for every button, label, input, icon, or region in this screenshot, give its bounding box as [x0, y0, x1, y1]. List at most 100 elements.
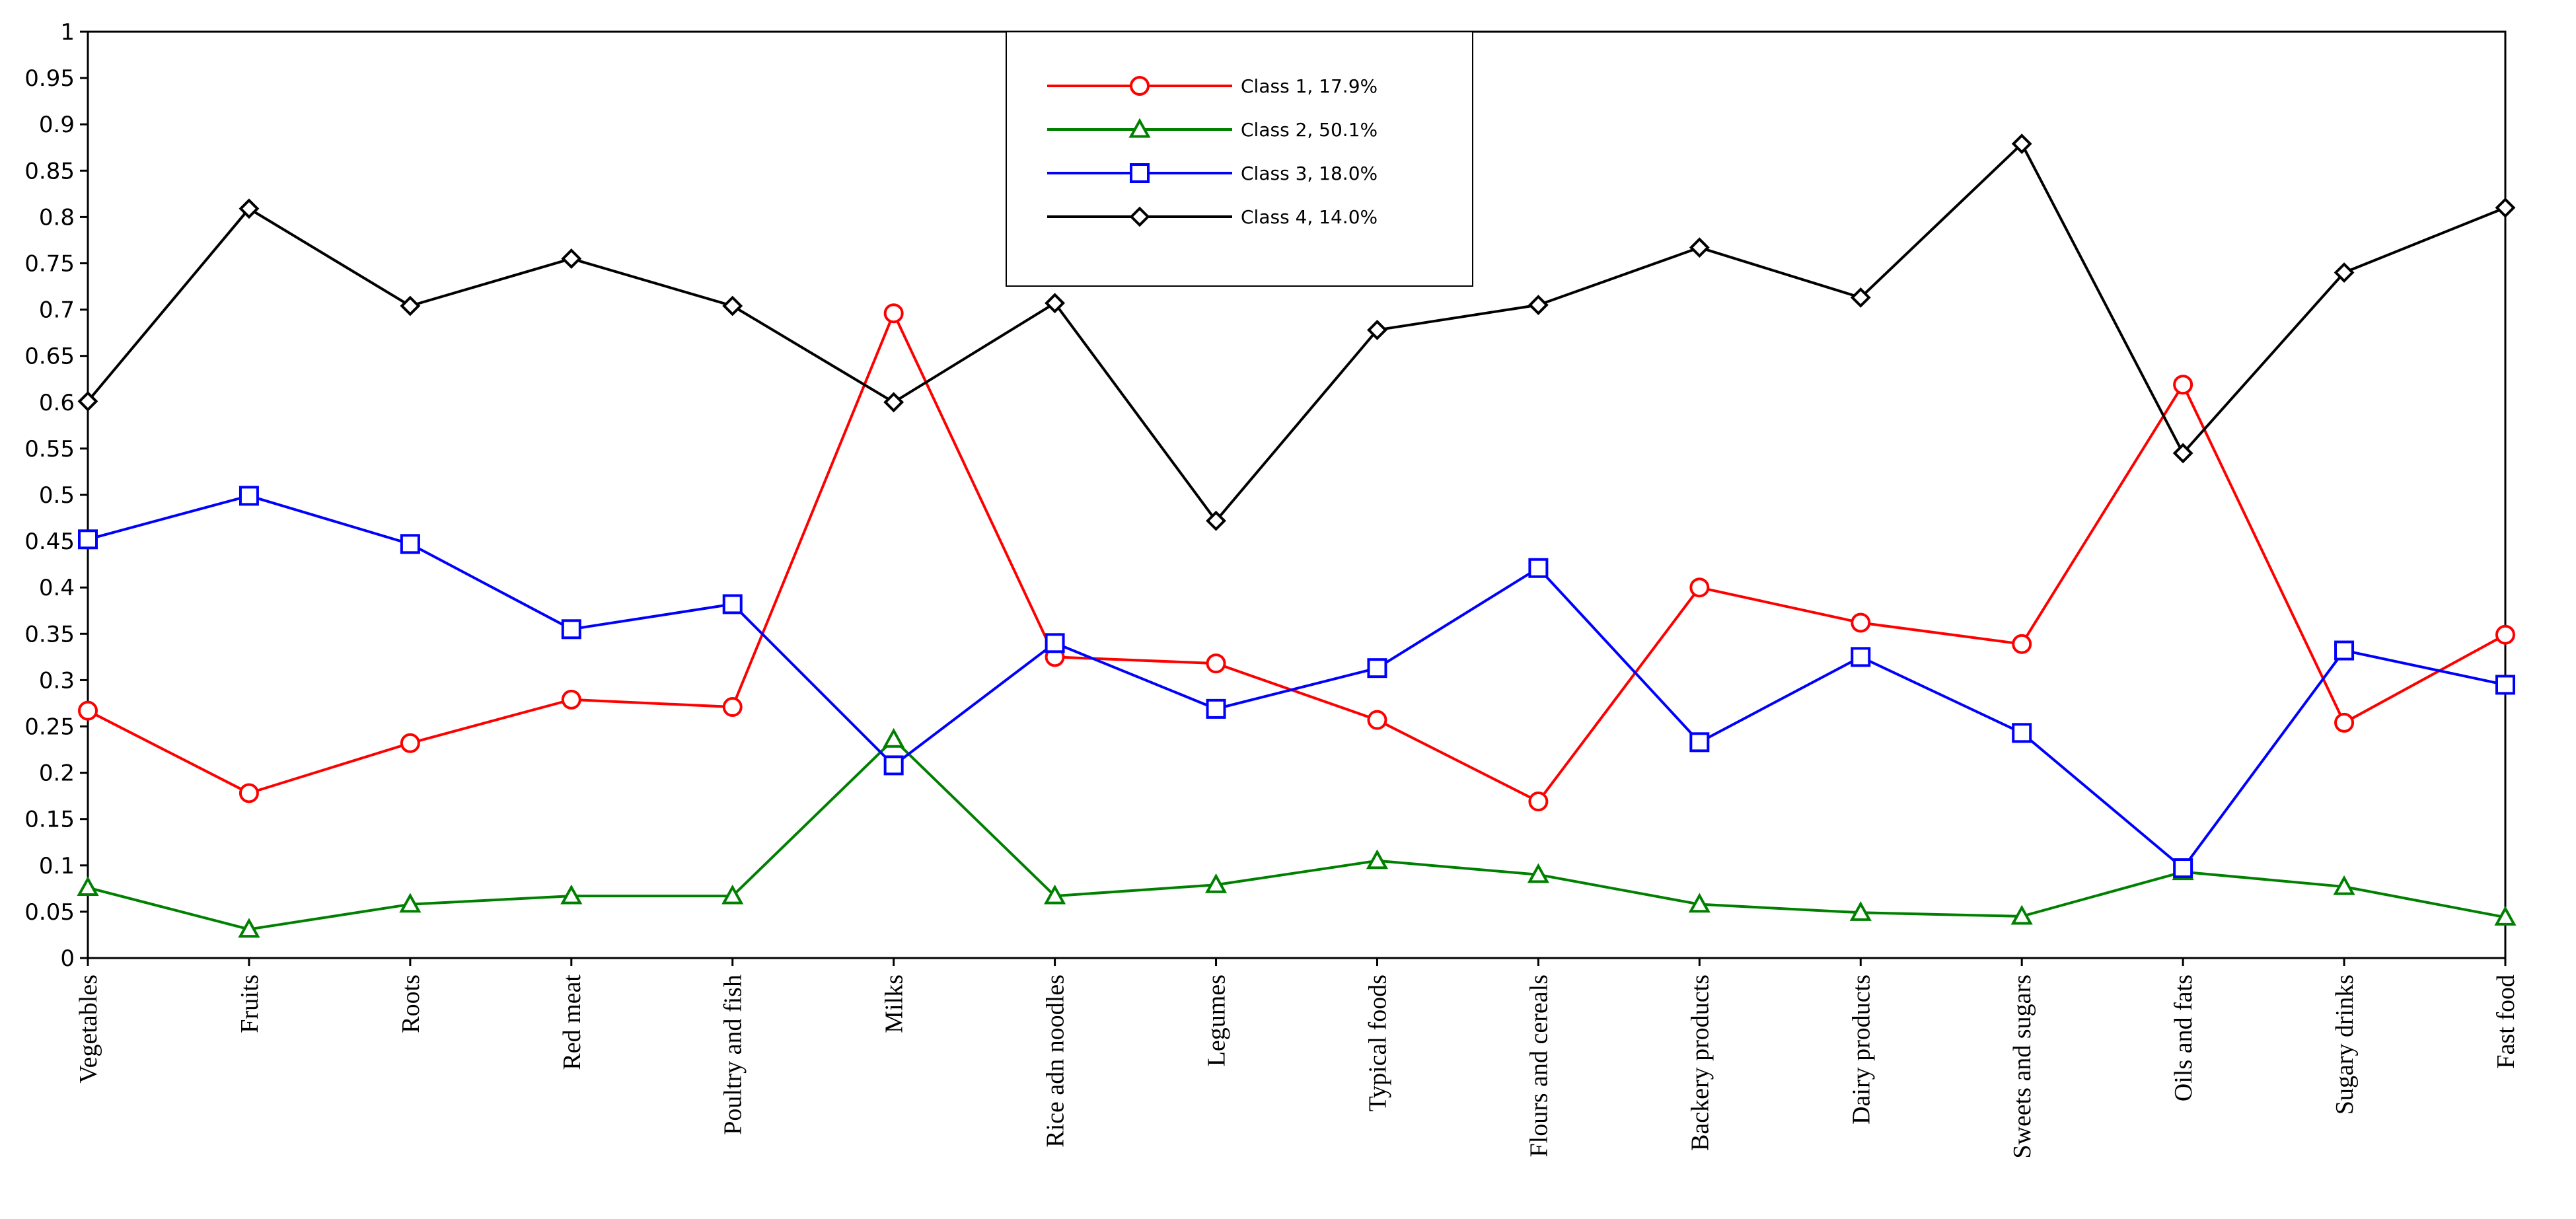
- x-tick-label: Typical foods: [1364, 975, 1391, 1111]
- y-axis: 0 0.05 0.1 0.15 0.2 0.25 0.3 0.35 0.4 0.45 0.5 0.55…: [24, 19, 88, 972]
- data-point-diamond: [2172, 443, 2193, 464]
- legend: Class 1, 17.9% Class 2, 50.1% Class 3, 18.…: [1006, 31, 1473, 287]
- data-point-square: [78, 529, 98, 550]
- data-point-square: [2012, 723, 2032, 743]
- legend-item: Class 1, 17.9%: [1047, 75, 1378, 97]
- data-point-square: [400, 534, 420, 554]
- y-tick-label: 0.8: [39, 204, 75, 231]
- y-tick-label: 0.05: [24, 899, 75, 926]
- data-point-square: [1130, 163, 1150, 183]
- data-point-diamond: [1045, 293, 1066, 314]
- data-point-square: [2495, 675, 2515, 695]
- y-tick-label: 0.9: [39, 112, 75, 138]
- data-point-diamond: [883, 392, 904, 413]
- legend-box: [1006, 31, 1473, 287]
- y-tick-label: 0.15: [24, 807, 75, 833]
- data-point-triangle: [883, 727, 905, 748]
- data-point-diamond: [561, 248, 582, 269]
- y-tick-label: 1: [60, 19, 75, 46]
- series-line: [87, 494, 2506, 870]
- data-point-diamond: [1850, 287, 1871, 308]
- series-class-3: [78, 486, 2515, 879]
- x-tick-label: Fruits: [236, 975, 264, 1033]
- series-class-1: [78, 303, 2515, 812]
- x-tick-label: Red meat: [558, 975, 586, 1070]
- data-point-triangle: [1128, 118, 1151, 138]
- legend-item: Class 2, 50.1%: [1047, 118, 1378, 141]
- x-axis: Vegetables Fruits Roots Red meat Poultry and…: [75, 958, 2520, 1159]
- x-tick-label: Rice adn noodles: [1042, 975, 1070, 1148]
- data-point-triangle: [399, 893, 422, 913]
- data-point-triangle: [2010, 905, 2033, 925]
- data-point-diamond: [1206, 510, 1226, 531]
- data-point-square: [883, 755, 904, 776]
- y-tick-label: 0.1: [39, 853, 75, 879]
- data-point-square: [239, 486, 259, 506]
- data-point-circle: [1130, 76, 1150, 96]
- data-point-circle: [78, 700, 98, 721]
- y-tick-label: 0: [60, 945, 75, 972]
- data-point-square: [2173, 858, 2193, 879]
- y-tick-label: 0.85: [24, 158, 75, 184]
- x-tick-label: Dairy products: [1847, 975, 1875, 1125]
- y-tick-label: 0.4: [39, 575, 75, 601]
- data-point-diamond: [1367, 320, 1387, 340]
- x-tick-label: Backery products: [1686, 975, 1714, 1151]
- data-point-diamond: [239, 198, 260, 219]
- x-tick-label: Fast food: [2492, 975, 2520, 1069]
- data-point-triangle: [2333, 875, 2355, 895]
- data-point-triangle: [1366, 849, 1389, 869]
- legend-label: Class 2, 50.1%: [1241, 119, 1378, 141]
- series-class-4: [77, 133, 2516, 531]
- y-tick-label: 0.55: [24, 436, 75, 462]
- data-point-triangle: [1204, 873, 1228, 893]
- x-tick-label: Legumes: [1203, 975, 1231, 1066]
- y-tick-label: 0.7: [39, 297, 75, 324]
- legend-label: Class 3, 18.0%: [1241, 163, 1378, 184]
- data-point-square: [1206, 698, 1226, 719]
- legend-label: Class 4, 14.0%: [1241, 206, 1378, 228]
- series-line: [87, 737, 2506, 931]
- x-tick-label: Poultry and fish: [719, 975, 747, 1135]
- data-point-diamond: [400, 295, 421, 316]
- data-point-diamond: [722, 295, 743, 316]
- y-tick-label: 0.95: [24, 65, 75, 92]
- y-tick-label: 0.6: [39, 390, 75, 416]
- data-point-circle: [561, 689, 581, 710]
- data-point-circle: [2173, 375, 2193, 395]
- data-point-square: [1367, 658, 1387, 679]
- data-point-circle: [1851, 612, 1871, 633]
- x-tick-label: Sweets and sugars: [2008, 975, 2036, 1159]
- x-tick-label: Sugary drinks: [2331, 975, 2359, 1115]
- series-class-2: [77, 727, 2517, 938]
- data-point-circle: [722, 697, 743, 718]
- data-point-diamond: [2495, 197, 2516, 218]
- data-point-circle: [2495, 624, 2515, 645]
- x-tick-label: Milks: [881, 975, 908, 1033]
- data-point-diamond: [1129, 206, 1150, 227]
- y-tick-label: 0.65: [24, 344, 75, 370]
- data-point-square: [722, 594, 743, 614]
- data-point-circle: [1689, 577, 1710, 598]
- series-layer: [77, 133, 2517, 938]
- series-line: [87, 141, 2506, 523]
- data-point-circle: [2334, 712, 2355, 733]
- data-point-diamond: [1689, 237, 1710, 258]
- data-point-square: [2334, 640, 2355, 661]
- y-tick-label: 0.3: [39, 667, 75, 694]
- data-point-triangle: [1849, 901, 1872, 921]
- y-tick-label: 0.25: [24, 714, 75, 741]
- data-point-triangle: [721, 884, 744, 905]
- y-tick-label: 0.75: [24, 251, 75, 277]
- data-point-diamond: [1527, 295, 1549, 316]
- data-point-diamond: [2334, 262, 2355, 283]
- data-point-circle: [2012, 634, 2032, 654]
- legend-item: Class 4, 14.0%: [1047, 206, 1378, 228]
- data-point-diamond: [2011, 133, 2032, 155]
- y-tick-label: 0.45: [24, 529, 75, 555]
- data-point-triangle: [238, 918, 260, 938]
- data-point-circle: [1206, 653, 1226, 674]
- data-point-triangle: [1688, 893, 1711, 913]
- legend-item: Class 3, 18.0%: [1047, 163, 1378, 184]
